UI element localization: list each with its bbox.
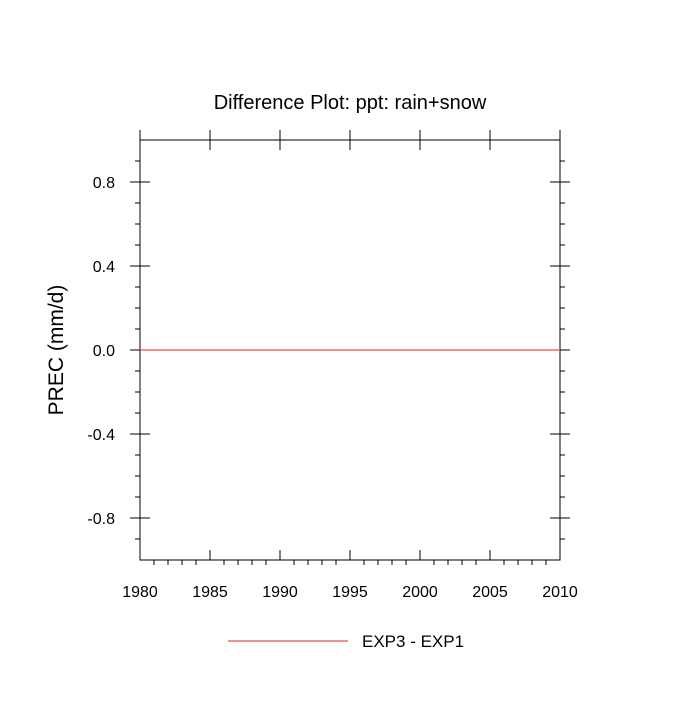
ticks-layer	[130, 130, 570, 565]
x-tick-label: 2010	[542, 584, 578, 601]
x-tick-label: 1985	[192, 584, 228, 601]
y-tick-label: -0.4	[87, 427, 115, 444]
y-tick-label: -0.8	[87, 511, 115, 528]
tick-labels-layer: 1980 1985 1990 1995 2000 2005 2010 0.8 0.4 0.0 -0.…	[87, 175, 577, 601]
x-tick-label: 2000	[402, 584, 438, 601]
y-axis-label: PREC (mm/d)	[45, 285, 68, 416]
chart-title: Difference Plot: ppt: rain+snow	[214, 92, 487, 114]
legend-label: EXP3 - EXP1	[362, 632, 464, 651]
legend: EXP3 - EXP1	[228, 632, 464, 651]
y-tick-label: 0.8	[93, 175, 115, 192]
y-tick-label: 0.0	[93, 343, 115, 360]
x-tick-label: 1980	[122, 584, 158, 601]
x-tick-label: 2005	[472, 584, 508, 601]
x-tick-label: 1995	[332, 584, 368, 601]
x-tick-label: 1990	[262, 584, 298, 601]
y-tick-label: 0.4	[93, 259, 115, 276]
